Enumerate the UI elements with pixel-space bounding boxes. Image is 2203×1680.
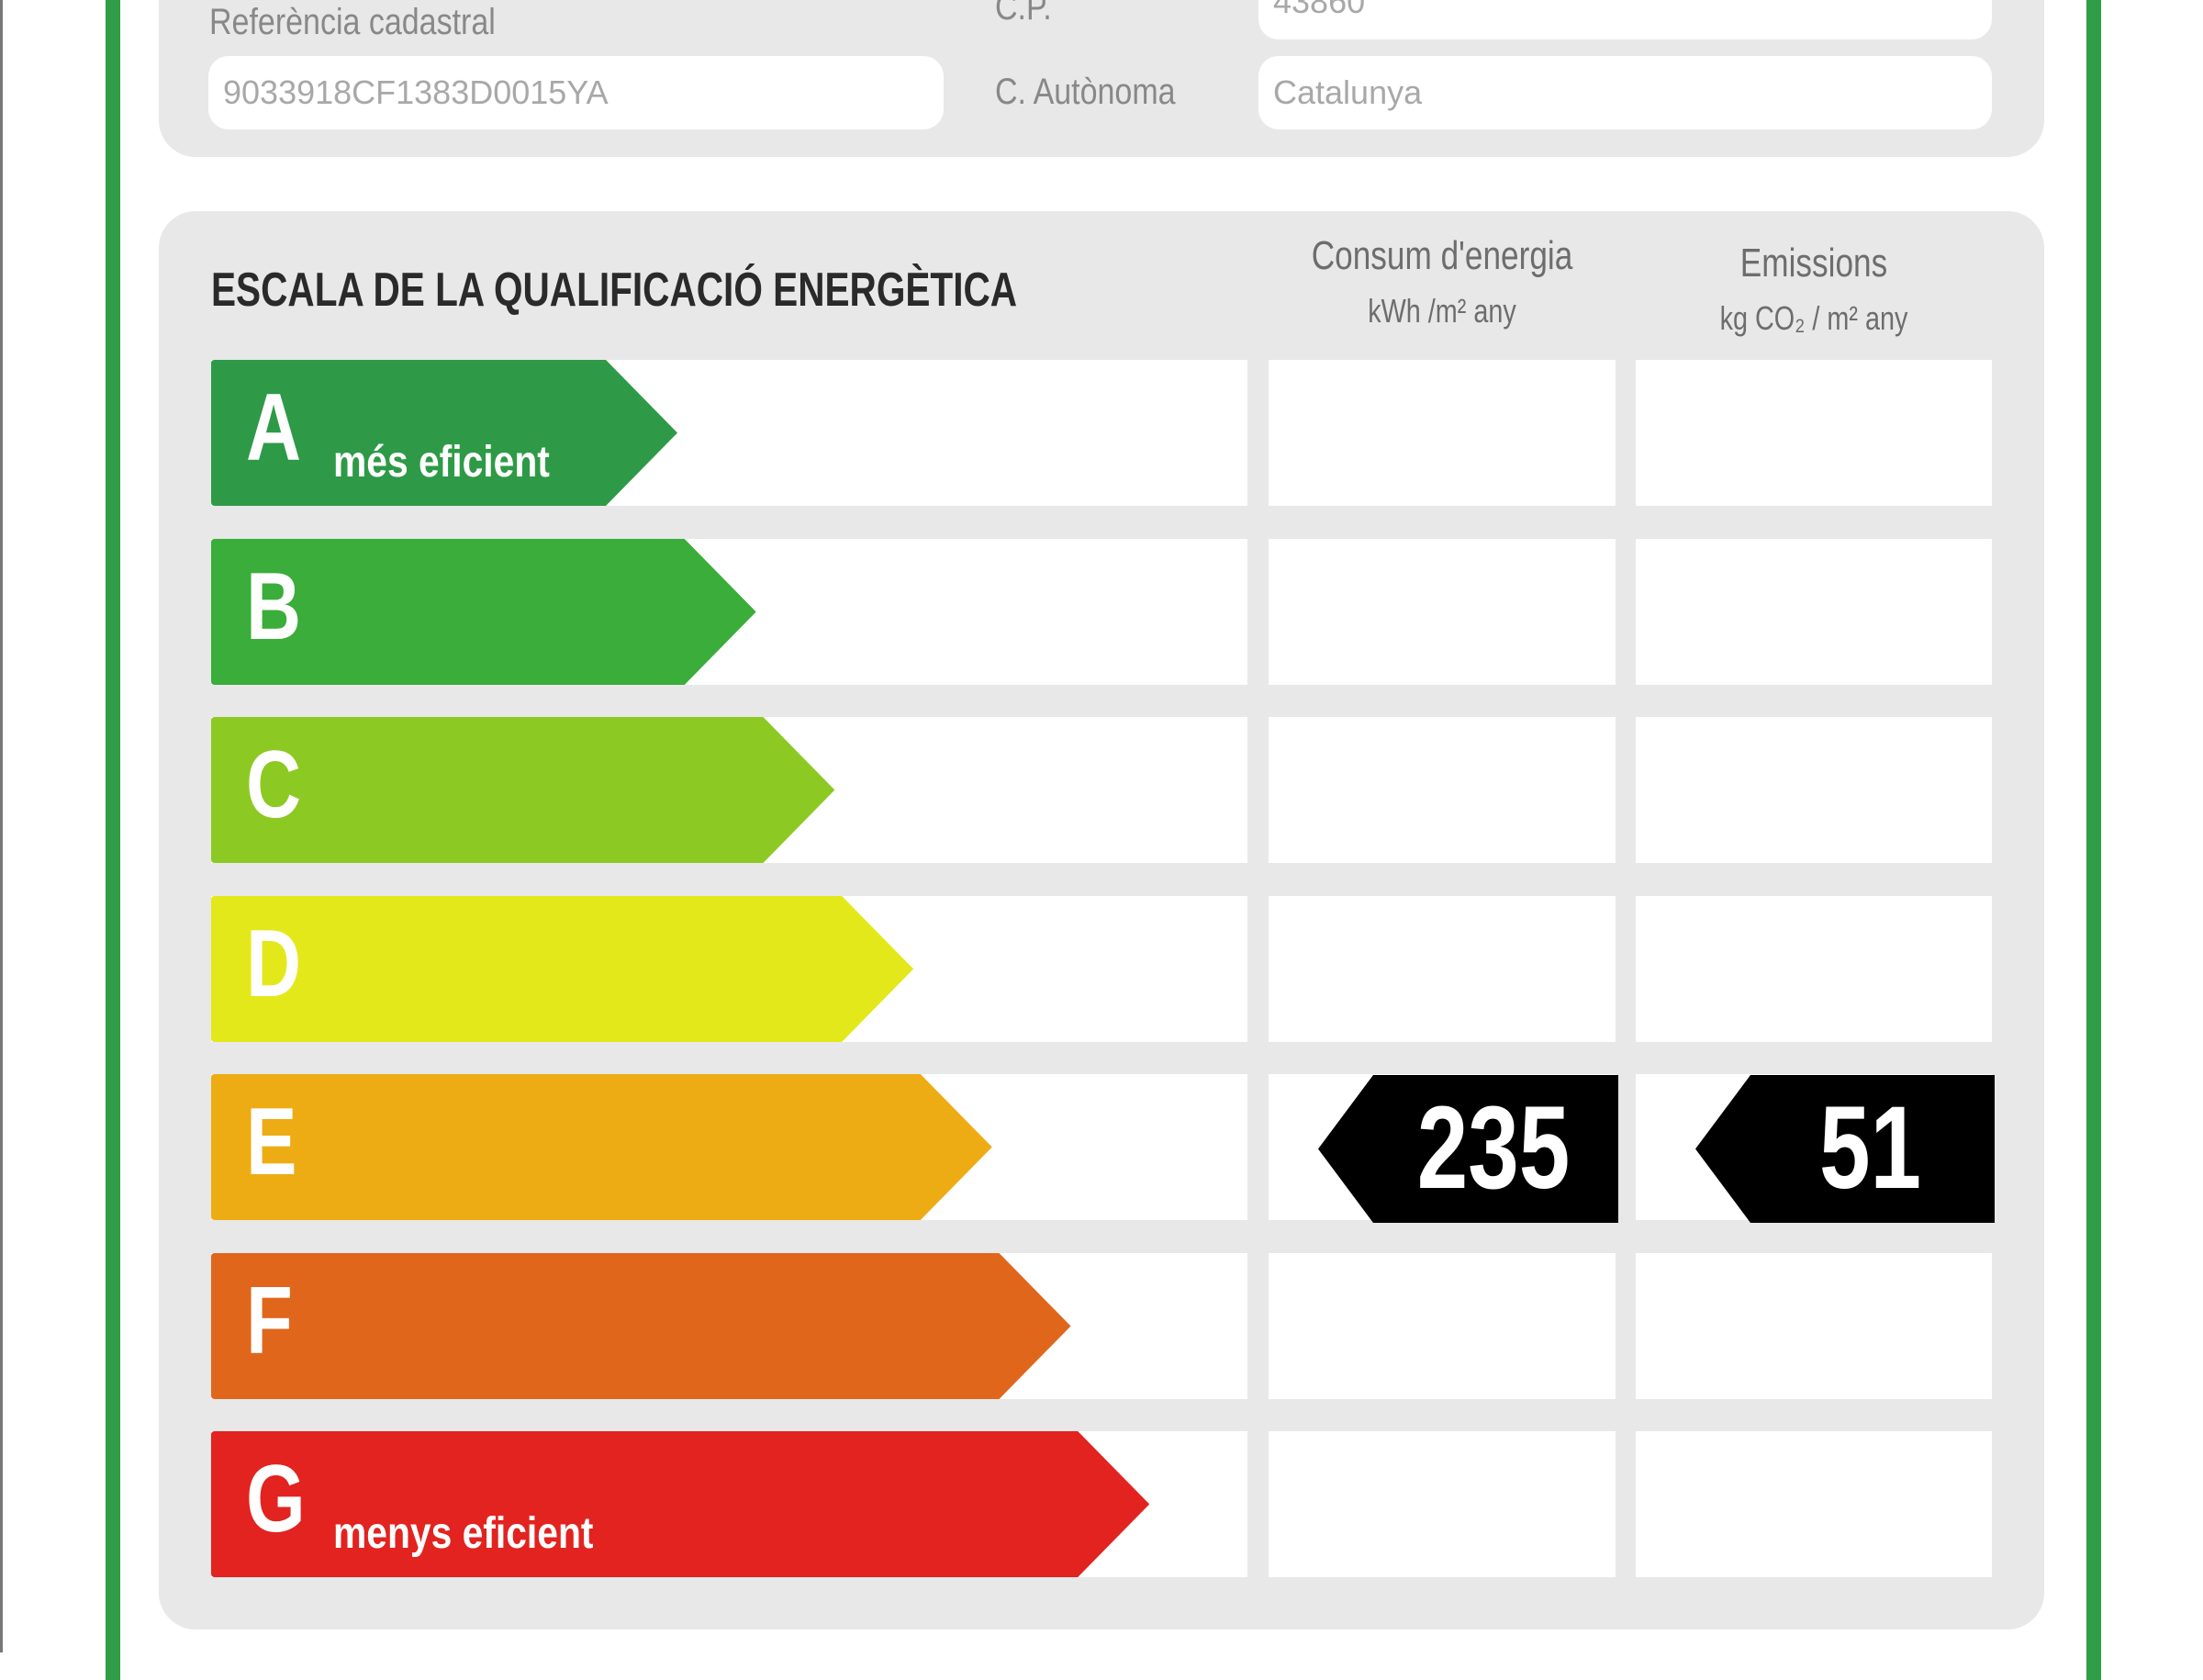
ref-field: 9033918CF1383D0015YA xyxy=(208,56,944,129)
emissions-col-title: Emissions xyxy=(1739,241,1888,286)
class-letter: F xyxy=(246,1267,293,1374)
class-note: menys eficient xyxy=(333,1509,594,1558)
class-letter: C xyxy=(246,732,302,838)
emissions-rating-value: 51 xyxy=(1818,1082,1922,1214)
class-letter: G xyxy=(246,1446,306,1552)
energy-rating-value: 235 xyxy=(1416,1082,1571,1214)
emissions-cell-b xyxy=(1636,538,1992,685)
energy-col-title: Consum d'energia xyxy=(1311,233,1573,278)
class-arrow-c xyxy=(211,717,835,863)
class-letter: D xyxy=(246,910,302,1017)
emissions-cell-g xyxy=(1636,1431,1992,1577)
energy-cell-d xyxy=(1269,895,1616,1042)
class-arrow-b xyxy=(211,538,756,685)
emissions-cell-a xyxy=(1636,360,1992,506)
class-arrow-d xyxy=(211,895,914,1042)
class-arrow-g xyxy=(211,1431,1150,1577)
class-arrow-e xyxy=(211,1074,992,1220)
page-edge xyxy=(0,0,3,1652)
class-letter: E xyxy=(246,1089,297,1195)
certificate-frame xyxy=(106,0,2101,1680)
scale-title: ESCALA DE LA QUALIFICACIÓ ENERGÈTICA xyxy=(211,263,1018,317)
cp-field: 43860 xyxy=(1258,0,1992,39)
energy-cell-c xyxy=(1269,717,1616,863)
energy-cell-a xyxy=(1269,360,1616,506)
ca-field: Catalunya xyxy=(1258,56,1992,129)
emissions-cell-f xyxy=(1636,1252,1992,1399)
class-letter: A xyxy=(246,375,302,481)
ca-label: C. Autònoma xyxy=(995,72,1176,112)
class-arrow-a xyxy=(211,360,677,506)
emissions-rating-badge xyxy=(1695,1075,1995,1223)
class-arrow-f xyxy=(211,1252,1071,1399)
ref-label: Referència cadastral xyxy=(209,2,496,42)
emissions-cell-d xyxy=(1636,895,1992,1042)
energy-cell-b xyxy=(1269,538,1616,685)
energy-col-unit: kWh /m² any xyxy=(1368,292,1516,330)
emissions-col-unit: kg CO₂ / m² any xyxy=(1719,299,1908,337)
energy-cell-g xyxy=(1269,1431,1616,1577)
cp-label: C.P. xyxy=(995,0,1052,28)
energy-cell-f xyxy=(1269,1252,1616,1399)
emissions-cell-c xyxy=(1636,717,1992,863)
energy-rating-badge xyxy=(1318,1075,1618,1223)
class-letter: B xyxy=(246,553,302,660)
class-note: més eficient xyxy=(333,438,550,487)
